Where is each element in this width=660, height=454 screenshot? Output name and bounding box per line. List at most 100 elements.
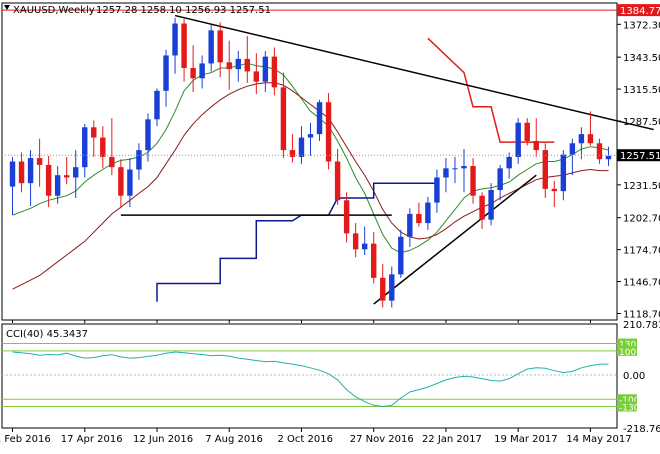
time-tick-label: 22 Jan 2017: [422, 434, 482, 445]
candle: [280, 72, 287, 159]
candle-body: [298, 137, 305, 157]
candle-body: [506, 156, 512, 169]
candle-body: [217, 30, 223, 63]
candle-body: [343, 200, 350, 234]
candle: [172, 17, 178, 74]
candle-body: [136, 150, 142, 170]
candle-body: [181, 23, 187, 68]
candle-body: [605, 155, 612, 160]
candle-body: [389, 274, 395, 301]
candle-body: [190, 67, 196, 79]
cci-levels: [2, 343, 617, 408]
price-tick-label: 1146.70: [623, 278, 660, 289]
candle: [9, 156, 16, 216]
price-tick-label: 1231.50: [623, 181, 660, 192]
trendline: [174, 14, 654, 131]
ma-line-maroon: [12, 82, 609, 290]
candle: [127, 158, 133, 208]
candle-body: [36, 158, 43, 165]
candle-body: [145, 119, 151, 151]
candle-body: [361, 243, 368, 250]
candle: [226, 40, 232, 90]
candle: [416, 202, 422, 227]
candle: [190, 45, 196, 92]
cci-level-box: [617, 345, 637, 356]
candle: [361, 226, 368, 256]
candle: [371, 232, 377, 284]
candle: [307, 122, 314, 156]
cci-level-label: 130: [619, 341, 636, 351]
cci-level-label: -100: [619, 396, 640, 406]
current-price-box: [617, 149, 660, 162]
candle-body: [371, 243, 377, 278]
candle: [542, 143, 548, 198]
cci-level-box: [617, 338, 637, 349]
cci-line: [12, 351, 609, 408]
candle: [45, 155, 52, 208]
candle: [163, 49, 169, 107]
candle-body: [434, 177, 440, 203]
candle-body: [596, 143, 603, 160]
high-price-box: [617, 4, 660, 17]
time-tick-label: 7 Aug 2016: [205, 434, 263, 445]
candle: [73, 150, 79, 198]
candle: [506, 152, 512, 179]
candle-body: [208, 30, 214, 64]
candle-body: [569, 143, 576, 155]
candle-body: [63, 175, 70, 178]
candle: [407, 208, 413, 248]
candle: [100, 126, 106, 169]
candle-body: [352, 233, 359, 250]
price-tick-label: 1118.70: [623, 310, 660, 321]
cci-series-line: [12, 351, 609, 408]
candle: [109, 118, 115, 176]
candle-body: [199, 63, 205, 79]
candle: [343, 192, 350, 243]
cci-level-label: -130: [619, 404, 640, 414]
candle-body: [54, 175, 61, 196]
cci-level-box: [617, 394, 637, 405]
chart-header: XAUUSD,Weekly 1257.28 1258.10 1256.93 12…: [4, 5, 271, 16]
candle: [479, 192, 485, 229]
candle: [289, 134, 296, 163]
candle: [334, 148, 341, 205]
candle-body: [271, 56, 278, 88]
candle: [488, 183, 494, 226]
current-price-label: 1257.51: [620, 151, 660, 162]
candle: [398, 229, 404, 278]
candle: [136, 143, 142, 180]
candle-body: [416, 213, 422, 224]
candle: [145, 113, 151, 162]
symbol-arrow-icon: [4, 5, 10, 10]
price-tick-label: 1372.30: [623, 20, 660, 31]
candle-body: [479, 195, 485, 220]
price-tick-label: 1174.70: [623, 246, 660, 257]
candle: [352, 223, 359, 258]
price-tick-label: 1343.50: [623, 53, 660, 64]
candle-body: [280, 87, 287, 151]
candle-body: [127, 169, 133, 196]
candle-body: [163, 55, 169, 91]
candle: [578, 127, 585, 160]
trendline: [373, 174, 537, 305]
time-tick-label: 14 May 2017: [566, 434, 631, 445]
candle-body: [45, 164, 52, 196]
candle: [18, 152, 25, 193]
cci-tick-label: -218.7603: [623, 424, 660, 435]
candle: [524, 118, 530, 146]
candle: [181, 18, 187, 82]
candle: [27, 150, 34, 206]
cci-tick-label: 0.00: [623, 371, 645, 382]
candle-body: [307, 134, 314, 138]
candle: [515, 118, 521, 164]
candle: [587, 111, 594, 146]
candle-body: [172, 23, 178, 56]
candle-body: [118, 167, 124, 196]
candle: [154, 88, 160, 127]
candle: [271, 47, 278, 96]
cci-tick-label: 210.7818: [623, 320, 660, 331]
candle: [605, 146, 612, 167]
cci-level-label: 100: [619, 348, 636, 358]
candle-body: [551, 188, 558, 192]
